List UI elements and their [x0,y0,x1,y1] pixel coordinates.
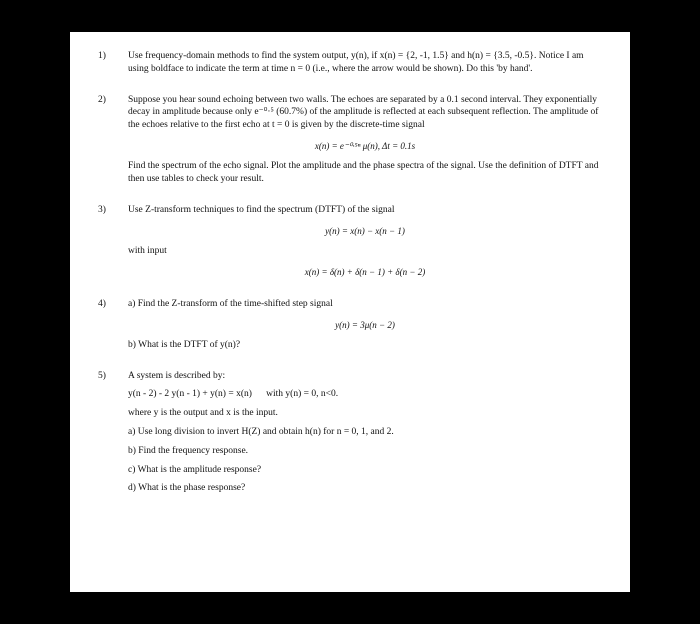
problem-number: 2) [98,94,128,192]
equation: x(n) = e⁻⁰·⁵ⁿ μ(n), Δt = 0.1s [128,140,602,152]
problem-3: 3) Use Z-transform techniques to find th… [98,204,602,286]
problem-body: Use frequency-domain methods to find the… [128,50,602,82]
sub-part: a) Use long division to invert H(Z) and … [128,426,602,439]
sub-part: d) What is the phase response? [128,482,602,495]
problem-1: 1) Use frequency-domain methods to find … [98,50,602,82]
problem-text: Find the spectrum of the echo signal. Pl… [128,160,602,186]
problem-body: a) Find the Z-transform of the time-shif… [128,298,602,358]
problem-4: 4) a) Find the Z-transform of the time-s… [98,298,602,358]
problem-number: 1) [98,50,128,82]
problem-text: Suppose you hear sound echoing between t… [128,94,602,132]
problem-body: Suppose you hear sound echoing between t… [128,94,602,192]
problem-number: 5) [98,370,128,502]
sub-part: c) What is the amplitude response? [128,464,602,477]
problem-number: 3) [98,204,128,286]
problem-body: A system is described by: y(n - 2) - 2 y… [128,370,602,502]
sub-part: b) Find the frequency response. [128,445,602,458]
problem-number: 4) [98,298,128,358]
equation: y(n) = 3μ(n − 2) [128,319,602,331]
problem-text: Use Z-transform techniques to find the s… [128,204,602,217]
problem-body: Use Z-transform techniques to find the s… [128,204,602,286]
problem-text: a) Find the Z-transform of the time-shif… [128,298,602,311]
problem-text: Use frequency-domain methods to find the… [128,50,602,76]
problem-text: A system is described by: [128,370,602,383]
equation: x(n) = δ(n) + δ(n − 1) + δ(n − 2) [128,266,602,278]
problem-2: 2) Suppose you hear sound echoing betwee… [98,94,602,192]
problem-text: with input [128,245,602,258]
problem-text: where y is the output and x is the input… [128,407,602,420]
problem-text: b) What is the DTFT of y(n)? [128,339,602,352]
equation: y(n) = x(n) − x(n − 1) [128,225,602,237]
document-page: 1) Use frequency-domain methods to find … [70,32,630,592]
equation-inline: y(n - 2) - 2 y(n - 1) + y(n) = x(n) with… [128,388,602,401]
problem-5: 5) A system is described by: y(n - 2) - … [98,370,602,502]
